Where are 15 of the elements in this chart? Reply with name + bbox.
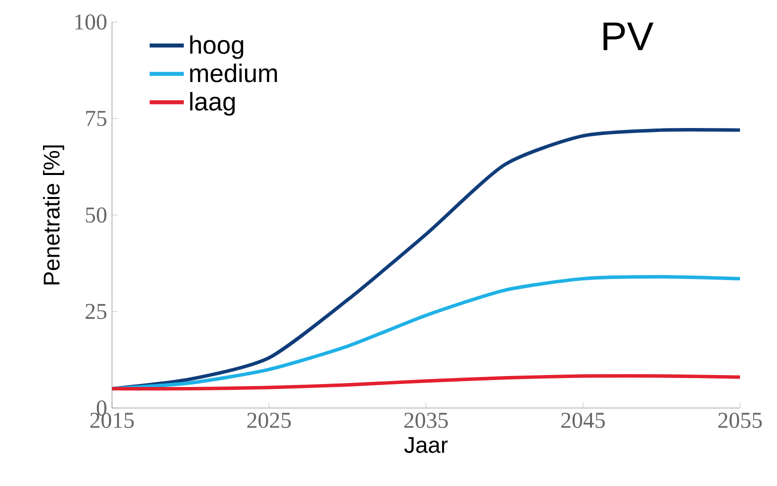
legend-label: laag [190,92,235,116]
x-tick-label: 2045 [561,412,605,428]
legend-label: medium [190,64,277,82]
line-series [110,374,742,390]
y-axis-title: Penetratie [%] [43,145,64,284]
x-axis-title: Jaar [404,437,448,453]
y-tick-label: 100 [75,14,106,30]
x-tick-label: 2035 [404,412,448,428]
x-tick-label: 2025 [247,412,291,428]
y-tick-label: 25 [86,304,106,320]
y-tick-label: 50 [86,207,106,223]
y-tick-label: 75 [86,110,106,126]
x-tick-label: 2055 [718,412,762,428]
chart-title: PV [604,22,654,50]
legend-label: hoog [190,35,244,59]
